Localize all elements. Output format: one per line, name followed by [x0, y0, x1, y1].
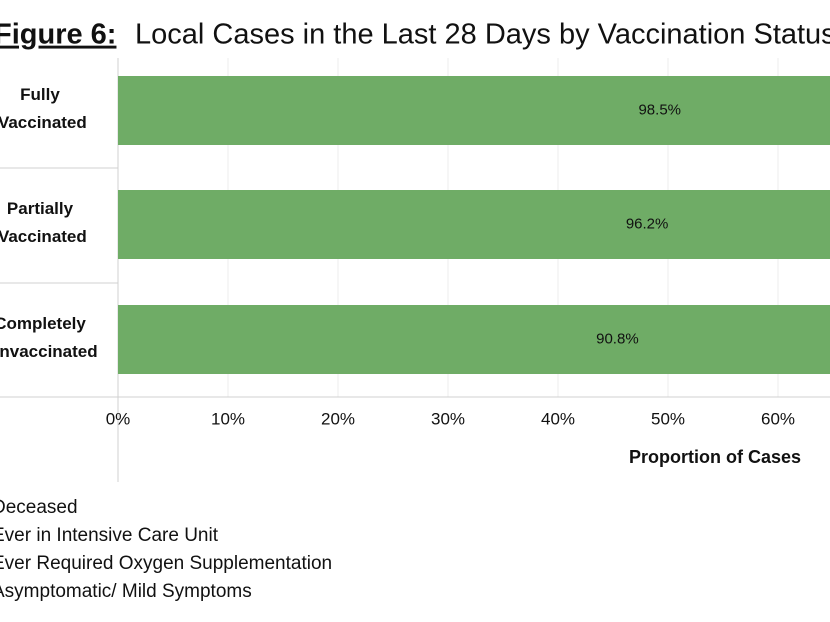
x-axis-title: Proportion of Cases	[629, 447, 801, 467]
bar	[118, 305, 830, 374]
y-tick-label: Completely Unvaccinated	[0, 314, 98, 361]
figure-number: Figure 6:	[0, 19, 116, 51]
data-label: 98.5%	[638, 101, 681, 118]
x-tick-label: 60%	[761, 409, 795, 428]
y-tick-label: Fully Vaccinated	[0, 85, 87, 132]
data-label: 96.2%	[626, 215, 669, 232]
legend-label: Ever in Intensive Care Unit	[0, 525, 219, 546]
x-tick-label: 50%	[651, 409, 685, 428]
legend-label: Asymptomatic/ Mild Symptoms	[0, 581, 252, 602]
x-tick-label: 0%	[106, 409, 131, 428]
bar	[118, 190, 830, 259]
legend-label: Ever Required Oxygen Supplementation	[0, 553, 332, 574]
chart-title: Local Cases in the Last 28 Days by Vacci…	[135, 19, 830, 51]
x-tick-label: 40%	[541, 409, 575, 428]
x-tick-label: 10%	[211, 409, 245, 428]
legend-label: Deceased	[0, 497, 78, 518]
x-tick-label: 20%	[321, 409, 355, 428]
x-tick-label: 30%	[431, 409, 465, 428]
bar	[118, 76, 830, 145]
data-label: 90.8%	[596, 330, 639, 347]
y-tick-label: Partially Vaccinated	[0, 199, 87, 246]
